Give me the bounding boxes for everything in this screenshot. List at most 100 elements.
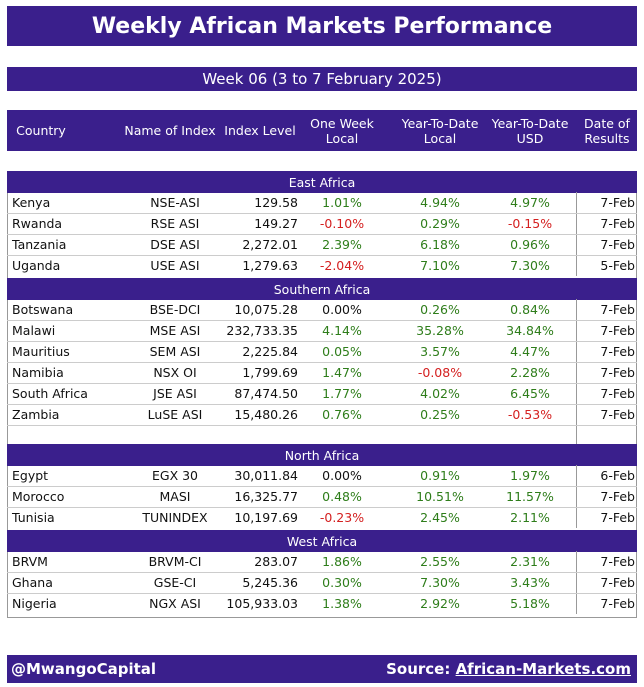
cell-ytd-usd: 1.97% [510,468,550,483]
cell-date: 7-Feb [600,407,635,422]
row-divider [7,593,637,594]
cell-ytd-local: 2.45% [420,510,460,525]
cell-country: Tanzania [12,237,67,252]
page-title: Weekly African Markets Performance [7,6,637,46]
cell-country: Morocco [12,489,65,504]
cell-date: 7-Feb [600,554,635,569]
cell-ytd-usd: -0.53% [507,407,553,422]
table-row: Kenya NSE-ASI 129.58 1.01% 4.94% 4.97% 7-Feb [7,192,637,213]
cell-index-name: SEM ASI [149,344,201,359]
col-ytd-usd-line2: USD [516,130,544,146]
cell-date: 7-Feb [600,323,635,338]
region-header: West Africa [7,530,637,552]
cell-ytd-usd: 0.84% [510,302,550,317]
row-divider [7,572,637,573]
table-row: South Africa JSE ASI 87,474.50 1.77% 4.02% 6.… [7,383,637,404]
cell-index-name: NSE-ASI [150,195,200,210]
cell-index-name: NSX OI [153,365,197,380]
col-one-week-line1: One Week [310,115,374,131]
cell-ytd-local: 2.55% [420,554,460,569]
cell-date: 7-Feb [600,216,635,231]
cell-ytd-local: 0.25% [420,407,460,422]
cell-country: Uganda [12,258,61,273]
cell-one-week: 4.14% [322,323,362,338]
cell-index-level: 129.58 [254,195,298,210]
cell-country: Nigeria [12,596,57,611]
cell-ytd-local: -0.08% [417,365,463,380]
col-ytd-local-line2: Local [423,130,457,146]
cell-index-name: JSE ASI [153,386,197,401]
cell-ytd-local: 35.28% [416,323,464,338]
cell-ytd-local: 4.94% [420,195,460,210]
cell-ytd-usd: 11.57% [506,489,554,504]
row-divider [7,486,637,487]
cell-country: Zambia [12,407,60,422]
cell-country: Malawi [12,323,56,338]
cell-index-level: 283.07 [254,554,298,569]
cell-one-week: -2.04% [319,258,365,273]
table-row: Ghana GSE-CI 5,245.36 0.30% 7.30% 3.43% 7-Feb [7,572,637,593]
row-divider [7,404,637,405]
cell-date: 7-Feb [600,575,635,590]
cell-date: 7-Feb [600,344,635,359]
cell-one-week: 0.76% [322,407,362,422]
cell-country: BRVM [12,554,48,569]
cell-index-level: 10,075.28 [234,302,298,317]
cell-one-week: 1.38% [322,596,362,611]
cell-one-week: 0.00% [322,302,362,317]
cell-index-level: 5,245.36 [242,575,298,590]
cell-country: Kenya [12,195,51,210]
cell-ytd-local: 7.30% [420,575,460,590]
cell-index-name: TUNINDEX [142,510,208,525]
cell-country: Mauritius [12,344,70,359]
cell-index-name: BRVM-CI [148,554,202,569]
cell-index-level: 232,733.35 [226,323,298,338]
cell-date: 7-Feb [600,596,635,611]
cell-one-week: 0.05% [322,344,362,359]
region-header: North Africa [7,444,637,466]
row-divider [7,255,637,256]
col-ytd-local: Year-To-Date Local [390,110,490,151]
row-divider [7,234,637,235]
table-header: Country Name of Index Index Level One We… [7,110,637,151]
col-index-name: Name of Index [124,123,216,138]
col-date-line1: Date of [584,115,630,131]
table-row: Botswana BSE-DCI 10,075.28 0.00% 0.26% 0.84% 7… [7,299,637,320]
cell-ytd-usd: 4.47% [510,344,550,359]
cell-country: South Africa [12,386,88,401]
row-divider [7,362,637,363]
cell-one-week: 0.30% [322,575,362,590]
cell-index-level: 2,272.01 [242,237,298,252]
cell-one-week: 1.01% [322,195,362,210]
cell-one-week: 0.48% [322,489,362,504]
cell-index-name: EGX 30 [151,468,199,483]
cell-ytd-usd: 7.30% [510,258,550,273]
row-divider [7,320,637,321]
date-column-divider [576,299,577,446]
col-one-week-line2: Local [325,130,359,146]
cell-ytd-usd: 4.97% [510,195,550,210]
cell-ytd-usd: 3.43% [510,575,550,590]
cell-index-level: 149.27 [254,216,298,231]
row-divider [7,341,637,342]
date-column-divider [576,465,577,528]
cell-index-level: 10,197.69 [234,510,298,525]
table-row: Uganda USE ASI 1,279.63 -2.04% 7.10% 7.30% 5-F… [7,255,637,276]
col-country: Country [16,123,66,138]
col-one-week: One Week Local [302,110,382,151]
table-row: Rwanda RSE ASI 149.27 -0.10% 0.29% -0.15% 7-Fe… [7,213,637,234]
cell-ytd-local: 10.51% [416,489,464,504]
cell-ytd-local: 3.57% [420,344,460,359]
cell-index-name: DSE ASI [150,237,200,252]
table-row: Tunisia TUNINDEX 10,197.69 -0.23% 2.45% 2.11%… [7,507,637,528]
cell-ytd-local: 0.91% [420,468,460,483]
cell-one-week: 2.39% [322,237,362,252]
cell-ytd-local: 2.92% [420,596,460,611]
row-divider [7,213,637,214]
cell-country: Rwanda [12,216,63,231]
source-link[interactable]: African-Markets.com [455,660,631,678]
cell-one-week: 1.86% [322,554,362,569]
region-header: Southern Africa [7,278,637,300]
table-row: BRVM BRVM-CI 283.07 1.86% 2.55% 2.31% 7-Feb [7,551,637,572]
col-ytd-usd-line1: Year-To-Date [491,115,569,131]
